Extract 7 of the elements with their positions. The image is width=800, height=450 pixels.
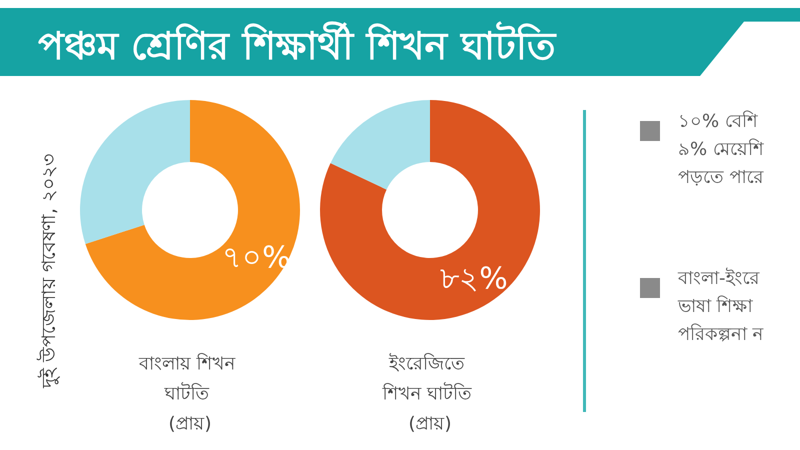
text: ইংরেজিতে শিখন ঘাটতি (প্রায়): [381, 354, 478, 434]
text: পঞ্চম শ্রেণির শিক্ষার্থী শিখন ঘাটতি: [38, 20, 556, 70]
data-label: ৮২%: [440, 262, 508, 297]
text: বাংলা-ইংরে ভাষা শিক্ষা পরিকল্পনা ন: [678, 266, 764, 347]
text: দুই উপজেলায় গবেষণা, ২০২৩: [36, 152, 61, 390]
text: ১০% বেশি ৯% মেয়েশি পড়তে পারে: [678, 110, 764, 190]
text: বাংলায় শিখন ঘাটতি (প্রায়): [138, 354, 242, 434]
